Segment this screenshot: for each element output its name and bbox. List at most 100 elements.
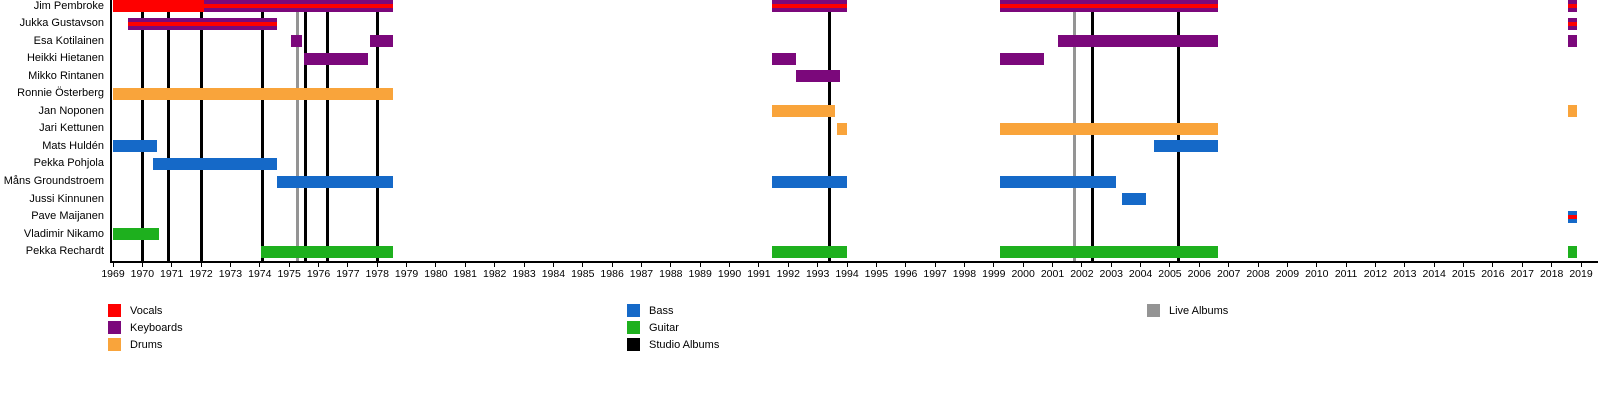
- studio-album-line: [303, 0, 307, 261]
- axis-tick: [611, 263, 613, 267]
- axis-tick: [1110, 263, 1112, 267]
- axis-tick: [200, 263, 202, 267]
- axis-tick: [905, 263, 907, 267]
- axis-tick-label: 1998: [952, 268, 977, 280]
- studio-album-line: [827, 0, 831, 261]
- axis-tick-label: 1971: [160, 268, 184, 280]
- axis-tick: [1140, 263, 1142, 267]
- legend-label: Live Albums: [1169, 304, 1229, 317]
- legend-item-studio-albums: Studio Albums: [627, 336, 719, 352]
- legend-item-guitar: Guitar: [627, 319, 679, 335]
- timeline-bar: [113, 140, 158, 153]
- axis-tick-label: 2002: [1070, 268, 1094, 280]
- studio-album-line: [199, 0, 203, 261]
- timeline-bar: [277, 175, 394, 188]
- axis-tick: [1022, 263, 1024, 267]
- axis-tick-label: 1979: [394, 268, 419, 280]
- axis-tick: [1374, 263, 1376, 267]
- axis-tick-label: 1989: [688, 268, 712, 280]
- timeline-bar: [999, 175, 1116, 188]
- axis-tick: [1316, 263, 1318, 267]
- timeline-bar: [1567, 210, 1577, 223]
- vocals-swatch-icon: [108, 304, 121, 318]
- axis-tick-label: 1997: [923, 268, 947, 280]
- axis-tick: [318, 263, 320, 267]
- axis-tick-label: 1996: [894, 268, 918, 280]
- timeline-bar: [772, 245, 847, 258]
- axis-tick: [846, 263, 848, 267]
- member-label: Heikki Hietanen: [26, 52, 104, 65]
- live-album-line: [296, 0, 300, 261]
- axis-tick: [787, 263, 789, 267]
- member-label: Måns Groundstroem: [3, 175, 104, 187]
- axis-tick-label: 1990: [717, 268, 742, 280]
- member-label: Jim Pembroke: [33, 0, 104, 12]
- axis-tick: [1228, 263, 1230, 267]
- axis-tick-label: 2011: [1334, 268, 1358, 280]
- studio-album-line: [140, 0, 144, 261]
- axis-tick-label: 2005: [1158, 268, 1182, 280]
- axis-tick-label: 1993: [805, 268, 830, 280]
- axis-tick: [963, 263, 965, 267]
- timeline-bar: [772, 105, 836, 118]
- axis-tick: [229, 263, 231, 267]
- axis-tick: [1257, 263, 1259, 267]
- member-label: Pekka Pohjola: [33, 157, 104, 170]
- axis-tick: [494, 263, 496, 267]
- axis-tick-label: 2010: [1305, 268, 1329, 280]
- axis-tick: [993, 263, 995, 267]
- legend-item-keyboards: Keyboards: [108, 319, 183, 335]
- axis-tick-label: 1972: [189, 268, 213, 280]
- timeline-bar: [836, 122, 847, 135]
- axis-tick: [406, 263, 408, 267]
- timeline-bar: [127, 17, 278, 30]
- timeline-bar: [1058, 35, 1219, 48]
- timeline-bar: [795, 70, 840, 83]
- axis-tick: [640, 263, 642, 267]
- axis-tick: [464, 263, 466, 267]
- axis-tick-label: 2018: [1539, 268, 1564, 280]
- member-label: Jan Noponen: [38, 104, 104, 117]
- legend-label: Bass: [649, 304, 674, 317]
- axis-tick: [670, 263, 672, 267]
- timeline-bar: [999, 245, 1219, 258]
- axis-tick-label: 2000: [1011, 268, 1035, 280]
- axis-tick: [1404, 263, 1406, 267]
- axis-tick: [1081, 263, 1083, 267]
- axis-tick-label: 2012: [1363, 268, 1388, 280]
- axis-tick-label: 1973: [218, 268, 243, 280]
- timeline-bar: [1567, 0, 1577, 12]
- member-label: Jari Kettunen: [39, 122, 104, 135]
- legend-item-bass: Bass: [627, 302, 674, 318]
- axis-tick-label: 2007: [1216, 268, 1241, 280]
- axis-tick-label: 1985: [571, 268, 595, 280]
- axis-tick: [1169, 263, 1171, 267]
- axis-tick-label: 1978: [365, 268, 389, 280]
- timeline-bar: [290, 35, 303, 48]
- axis-tick-label: 1977: [336, 268, 360, 280]
- axis-tick: [758, 263, 760, 267]
- timeline-bar: [772, 0, 847, 12]
- axis-tick: [1286, 263, 1288, 267]
- axis-tick-label: 2014: [1422, 268, 1446, 280]
- studio-album-line: [375, 0, 379, 261]
- axis-tick: [435, 263, 437, 267]
- axis-tick-label: 1983: [512, 268, 536, 280]
- axis-tick: [1433, 263, 1435, 267]
- drums-swatch-icon: [108, 338, 121, 352]
- secondary-role-stripe: [1567, 214, 1577, 219]
- axis-tick: [1345, 263, 1347, 267]
- axis-tick: [523, 263, 525, 267]
- axis-tick: [1492, 263, 1494, 267]
- y-axis-line: [110, 0, 112, 263]
- axis-tick-label: 1976: [306, 268, 331, 280]
- axis-tick-label: 1994: [835, 268, 859, 280]
- timeline-bar: [204, 0, 394, 12]
- legend-item-drums: Drums: [108, 336, 162, 352]
- secondary-role-stripe: [127, 21, 278, 26]
- studio-album-line: [167, 0, 171, 261]
- x-axis-line: [110, 261, 1598, 263]
- secondary-role-stripe: [1567, 4, 1577, 8]
- axis-tick-label: 1975: [277, 268, 301, 280]
